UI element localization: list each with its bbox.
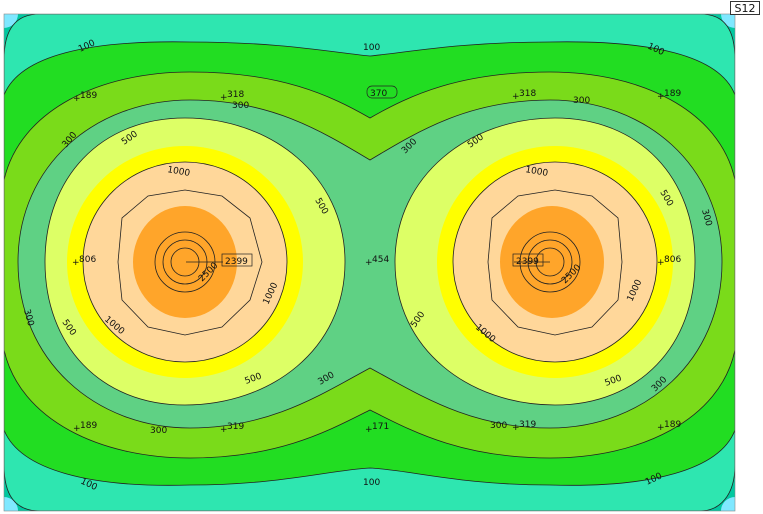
svg-text:+: + <box>220 93 228 103</box>
svg-text:+: + <box>657 258 665 268</box>
point-2399-left: 2399 <box>186 253 253 267</box>
point-2399-right: 2399 <box>512 253 550 267</box>
svg-text:189: 189 <box>664 89 681 99</box>
label-100-bottom: 100 <box>363 478 380 488</box>
point-319-right: + 319 <box>512 420 536 433</box>
point-189-bl: + 189 <box>73 421 97 434</box>
band-2500-right <box>500 206 604 318</box>
label-300-top-right: 300 <box>573 96 590 106</box>
point-318-left: + 318 <box>220 90 244 103</box>
label-100-top: 100 <box>363 43 380 53</box>
point-370-top: 370 <box>366 85 398 99</box>
point-189-tr: + 189 <box>657 89 681 102</box>
svg-text:+: + <box>512 423 520 433</box>
point-806-left: + 806 <box>72 255 96 268</box>
svg-text:2399: 2399 <box>225 257 248 267</box>
point-189-tl: + 189 <box>73 91 97 104</box>
svg-text:189: 189 <box>80 421 97 431</box>
svg-text:+: + <box>220 425 228 435</box>
label-300-bottom-right: 300 <box>490 421 507 431</box>
svg-text:+: + <box>657 423 665 433</box>
corner-tip-bl <box>4 497 18 511</box>
svg-text:+: + <box>73 94 81 104</box>
point-189-br: + 189 <box>657 420 681 433</box>
svg-text:189: 189 <box>80 91 97 101</box>
point-318-right: + 318 <box>512 89 536 102</box>
label-300-right: 300 <box>699 208 713 227</box>
label-300-bottom-left: 300 <box>150 426 167 436</box>
contour-polygon-left <box>117 189 263 336</box>
svg-text:319: 319 <box>227 422 244 432</box>
label-300-top-left: 300 <box>232 101 249 111</box>
svg-text:454: 454 <box>372 255 389 265</box>
svg-text:318: 318 <box>519 89 536 99</box>
svg-text:370: 370 <box>370 89 387 99</box>
svg-text:318: 318 <box>227 90 244 100</box>
label-1000-left-top: 1000 <box>166 165 191 179</box>
svg-text:+: + <box>512 92 520 102</box>
corner-tip-br <box>721 497 735 511</box>
band-2500-left <box>133 206 237 318</box>
svg-text:189: 189 <box>664 420 681 430</box>
svg-text:2399: 2399 <box>516 257 539 267</box>
corner-tip-tr <box>721 14 735 28</box>
svg-text:319: 319 <box>519 420 536 430</box>
corner-tip-tl <box>4 14 18 28</box>
svg-text:+: + <box>72 258 80 268</box>
svg-text:806: 806 <box>664 255 681 265</box>
svg-text:+: + <box>657 92 665 102</box>
label-300-left: 300 <box>21 308 35 327</box>
svg-text:806: 806 <box>79 255 96 265</box>
svg-text:+: + <box>365 425 373 435</box>
sheet-tag: S12 <box>730 1 760 15</box>
point-171-bottom: + 171 <box>365 422 389 435</box>
plot-frame <box>3 13 736 512</box>
svg-text:+: + <box>365 258 373 268</box>
point-806-right: + 806 <box>657 255 681 268</box>
point-454-center: + 454 <box>365 255 389 268</box>
point-319-left: + 319 <box>220 422 244 435</box>
label-1000-right-top: 1000 <box>524 165 549 179</box>
svg-text:171: 171 <box>372 422 389 432</box>
contour-polygon-right <box>487 189 623 336</box>
svg-text:+: + <box>73 424 81 434</box>
